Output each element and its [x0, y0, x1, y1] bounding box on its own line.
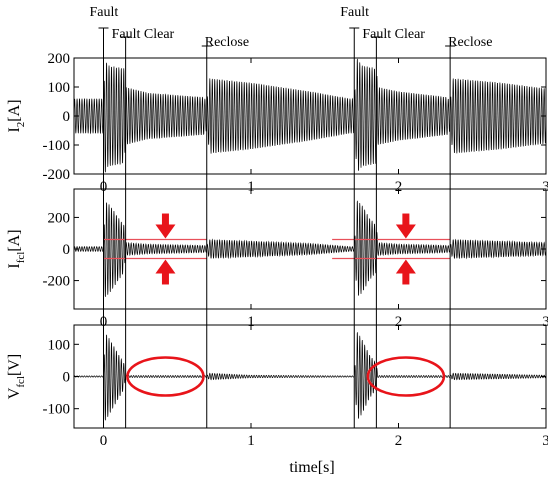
- event-label: Fault: [90, 5, 119, 20]
- event-label: Reclose: [448, 35, 492, 50]
- x-tick-label: 3: [542, 314, 548, 330]
- event-annotations: Fault Fault Clear Reclose Fault Fault Clear R…: [90, 5, 493, 50]
- up-arrow-icon: [155, 259, 176, 274]
- y-axis-label-unit: [V]: [6, 354, 23, 376]
- event-label: Fault Clear: [112, 27, 175, 42]
- y-tick-label: 0: [63, 109, 71, 125]
- y-tick-label: -100: [43, 138, 71, 154]
- y-axis-label-main: I: [6, 263, 23, 268]
- x-axis-label: time[s]: [289, 459, 334, 476]
- x-tick-label: 3: [542, 433, 548, 449]
- highlight-arrow-shaft: [161, 272, 169, 285]
- x-tick-label: 2: [395, 314, 403, 330]
- panel-3: 100 0 -100 0 1 2 3 Vfcl[V] time[s]: [6, 324, 548, 476]
- y-tick-label: 0: [63, 242, 71, 258]
- y-axis-label-main: V: [6, 387, 23, 399]
- y-axis-label: I2[A]: [6, 99, 27, 132]
- y-tick-label: -100: [43, 402, 71, 418]
- y-axis-label-unit: [A]: [6, 99, 23, 121]
- x-tick-label: 1: [247, 179, 255, 195]
- waveform-series-2: [74, 200, 546, 297]
- highlight-ellipse: [126, 356, 205, 397]
- y-axis-label-unit: [A]: [6, 229, 23, 251]
- up-arrow-icon: [395, 259, 416, 274]
- x-tick-label: 1: [247, 314, 255, 330]
- x-tick-label: 0: [100, 433, 108, 449]
- event-lines: [103, 28, 451, 428]
- down-arrow-icon: [155, 224, 176, 239]
- highlight-arrow-shaft: [402, 213, 410, 226]
- waveform-series-1: [74, 58, 546, 173]
- x-tick-label: 1: [247, 433, 255, 449]
- y-axis-label-main: I: [6, 127, 23, 132]
- highlights: [126, 213, 446, 397]
- y-axis-label: Vfcl[V]: [6, 354, 27, 399]
- y-tick-label: 200: [48, 51, 71, 67]
- y-tick-label: -200: [43, 167, 71, 183]
- y-axis-label: Ifcl[A]: [6, 229, 27, 268]
- event-label: Reclose: [205, 35, 249, 50]
- y-tick-label: 0: [63, 370, 71, 386]
- event-label: Fault: [340, 5, 369, 20]
- y-tick-label: 200: [48, 210, 71, 226]
- down-arrow-icon: [395, 224, 416, 239]
- event-label: Fault Clear: [362, 27, 425, 42]
- y-axis-label-subscript: 2: [15, 122, 27, 128]
- y-tick-label: 100: [48, 337, 71, 353]
- highlight-arrow-shaft: [402, 272, 410, 285]
- y-axis-label-subscript: fcl: [15, 376, 27, 388]
- highlight-arrow-shaft: [161, 213, 169, 226]
- waveform-series-3: [74, 332, 546, 421]
- y-tick-label: -200: [43, 274, 71, 290]
- highlight-ellipse: [366, 356, 446, 397]
- panels: 2001000-100-2000123I2[A]2000-2000123Ifcl…: [6, 51, 548, 476]
- y-tick-label: 100: [48, 80, 71, 96]
- x-tick-label: 2: [395, 433, 403, 449]
- y-axis-label-subscript: fcl: [15, 252, 27, 264]
- x-tick-label: 2: [395, 179, 403, 195]
- x-tick-label: 3: [542, 179, 548, 195]
